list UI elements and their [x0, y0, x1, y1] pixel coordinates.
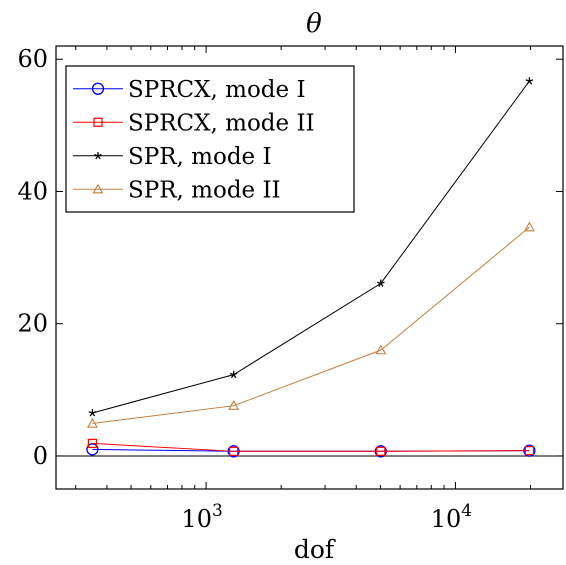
legend-swatch-marker [92, 183, 104, 194]
y-tick-label: 0 [33, 442, 48, 470]
series-line [92, 442, 530, 452]
legend-label: SPR, mode II [128, 177, 281, 203]
series-line [92, 226, 530, 425]
legend-label: SPRCX, mode I [128, 77, 306, 103]
series-3 [88, 77, 534, 417]
legend-label: SPR, mode I [128, 144, 272, 170]
plot-area: 0 20 40 60 103 104 SPRCX, mode I SPRCX, mode II… [17, 45, 564, 533]
data-point [86, 417, 98, 428]
data-point [229, 370, 238, 379]
data-point [377, 279, 385, 287]
data-point [88, 409, 97, 417]
data-point [523, 221, 535, 232]
legend-box [65, 65, 355, 213]
data-point [375, 344, 387, 355]
x-axis-label: dof [294, 535, 336, 564]
data-point [229, 446, 239, 456]
legend-entry: SPR, mode II [73, 177, 281, 203]
series-4 [86, 221, 535, 428]
y-tick-label: 60 [17, 45, 48, 73]
data-point [376, 446, 386, 456]
legend: SPRCX, mode I SPRCX, mode II SPR, mode I SP… [65, 65, 355, 213]
legend-swatch-marker [91, 82, 105, 95]
data-point [228, 400, 240, 410]
x-tick-label: 104 [431, 501, 472, 533]
legend-swatch-marker [94, 151, 102, 160]
series-1 [86, 443, 536, 458]
plot-frame [55, 45, 564, 490]
series-2 [87, 438, 535, 456]
data-point [525, 77, 534, 85]
legend-entry: SPRCX, mode I [73, 77, 306, 103]
data-point [87, 438, 98, 448]
y-tick-label: 40 [17, 177, 48, 205]
y-tick-label: 20 [17, 310, 48, 338]
legend-entry: SPR, mode I [73, 144, 272, 170]
data-point [524, 446, 535, 456]
x-tick-label: 103 [181, 501, 222, 533]
legend-swatch-marker [93, 117, 103, 127]
chart-title: θ [306, 9, 322, 39]
legend-entry: SPRCX, mode II [73, 110, 315, 136]
legend-label: SPRCX, mode II [128, 110, 315, 136]
series-line [92, 80, 530, 414]
